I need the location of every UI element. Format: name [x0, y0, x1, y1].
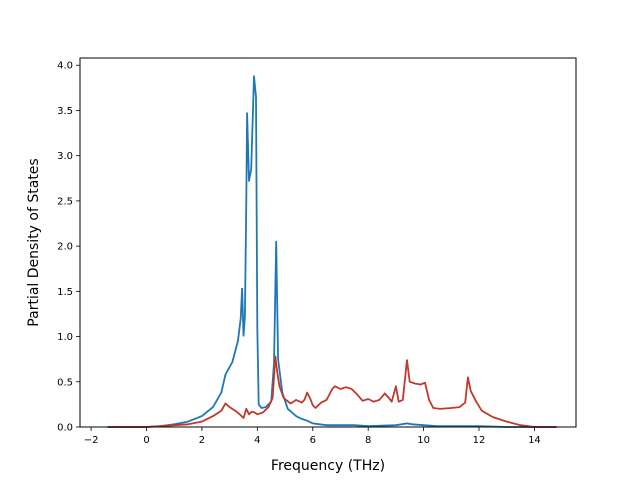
y-tick-label: 0.5	[57, 377, 73, 388]
x-tick-label: −2	[84, 435, 99, 446]
x-tick-label: 0	[143, 435, 149, 446]
plot-frame	[79, 57, 577, 428]
y-tick-label: 3.0	[57, 151, 73, 162]
y-tick-label: 2.5	[57, 196, 73, 207]
y-tick-label: 2.0	[57, 242, 73, 253]
y-tick-label: 1.5	[57, 287, 73, 298]
series-line-2	[107, 355, 557, 428]
x-tick-label: 12	[473, 435, 486, 446]
y-tick-label: 3.5	[57, 106, 73, 117]
series-layer	[107, 75, 557, 428]
y-axis-title: Partial Density of States	[26, 158, 42, 326]
x-axis: −2 0 2 4 6 8 10 12 14	[84, 427, 541, 446]
x-axis-title: Frequency (THz)	[271, 458, 385, 474]
y-tick-label: 0.0	[57, 423, 73, 434]
x-tick-label: 10	[417, 435, 430, 446]
x-tick-label: 14	[528, 435, 541, 446]
y-axis: 0.0 0.5 1.0 1.5 2.0 2.5 3.0 3.5 4.0	[57, 61, 80, 434]
y-tick-label: 4.0	[57, 61, 73, 72]
series-line-1	[107, 75, 557, 428]
x-tick-label: 6	[310, 435, 316, 446]
y-tick-label: 1.0	[57, 332, 73, 343]
x-tick-label: 4	[254, 435, 260, 446]
x-tick-label: 2	[199, 435, 205, 446]
x-tick-label: 8	[365, 435, 371, 446]
